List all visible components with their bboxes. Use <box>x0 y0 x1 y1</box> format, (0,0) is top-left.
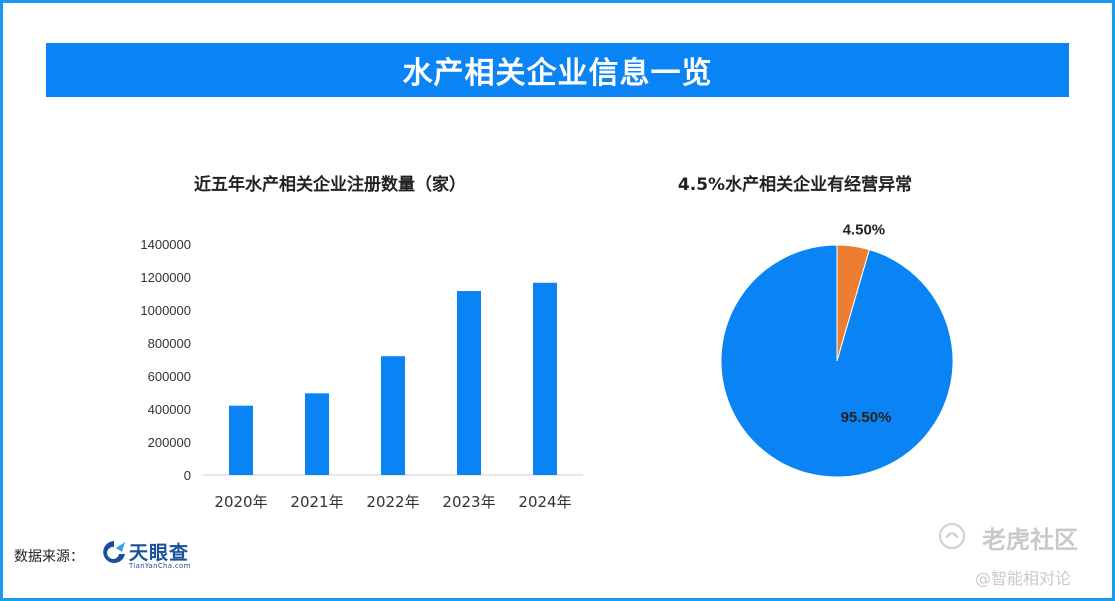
bar-x-tick-label: 2021年 <box>290 493 343 511</box>
watermark-line2: @智能相对论 <box>975 569 1072 588</box>
source-label: 数据来源： <box>14 549 84 565</box>
watermark-line1: 老虎社区 <box>982 526 1078 554</box>
banner-title: 水产相关企业信息一览 <box>46 43 1069 97</box>
pie-chart-title: 4.5%水产相关企业有经营异常 <box>677 175 913 195</box>
watermark-tiger-icon <box>939 523 965 549</box>
pie-data-label: 95.50% <box>841 409 892 426</box>
bar-x-tick-label: 2022年 <box>366 493 419 511</box>
pie-slice <box>720 244 954 478</box>
bar-x-tick-label: 2023年 <box>442 493 495 511</box>
bar-y-tick-label: 200000 <box>148 435 191 450</box>
bar-y-tick-label: 1200000 <box>140 270 191 285</box>
tianyancha-logo-icon <box>103 541 125 563</box>
bar-y-tick-label: 400000 <box>148 402 191 417</box>
bar-x-tick-label: 2024年 <box>518 493 571 511</box>
logo-sub: TianYanCha.com <box>129 562 191 570</box>
bar <box>229 405 253 475</box>
bar <box>457 291 481 475</box>
bar-chart-title: 近五年水产相关企业注册数量（家） <box>194 175 466 195</box>
bar-y-tick-label: 1000000 <box>140 303 191 318</box>
bar-x-tick-label: 2020年 <box>214 493 267 511</box>
bar <box>381 356 405 475</box>
pie-data-label: 4.50% <box>843 221 886 238</box>
tianyancha-logo: 天眼查 TianYanCha.com <box>101 538 201 572</box>
bar-y-tick-label: 1400000 <box>140 237 191 252</box>
bar <box>305 393 329 475</box>
bar-y-tick-label: 0 <box>184 468 191 483</box>
logo-name: 天眼查 <box>129 542 190 564</box>
bar-y-tick-label: 800000 <box>148 336 191 351</box>
bar-y-tick-label: 600000 <box>148 369 191 384</box>
bar <box>533 282 557 475</box>
